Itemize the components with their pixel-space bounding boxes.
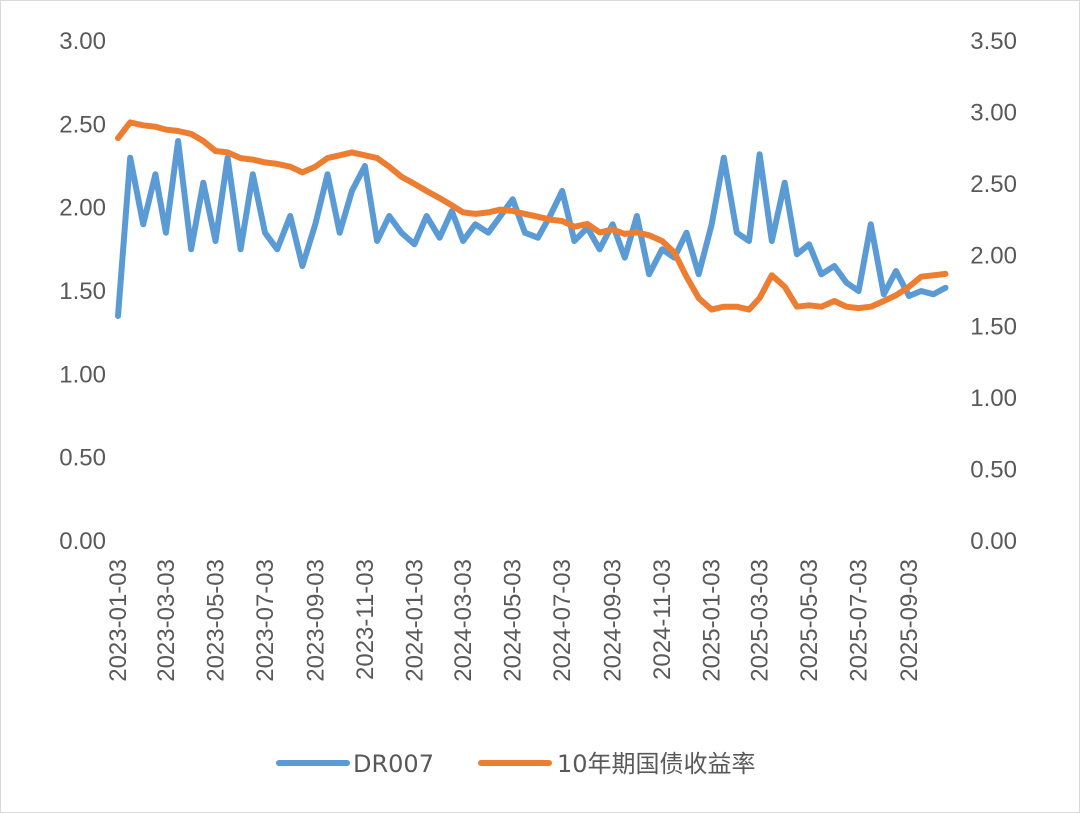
left-y-tick-label: 0.00 bbox=[59, 528, 106, 555]
x-tick-label: 2025-01-03 bbox=[699, 559, 726, 682]
x-tick-label: 2025-09-03 bbox=[896, 559, 923, 682]
right-y-tick-label: 3.50 bbox=[970, 28, 1017, 55]
x-tick-label: 2023-11-03 bbox=[352, 559, 379, 680]
right-y-tick-label: 3.00 bbox=[970, 99, 1017, 126]
x-tick-label: 2024-09-03 bbox=[600, 559, 627, 682]
x-tick-label: 2023-05-03 bbox=[202, 559, 229, 682]
left-y-tick-label: 1.50 bbox=[59, 278, 106, 305]
x-tick-label: 2024-07-03 bbox=[549, 559, 576, 682]
x-tick-label: 2024-05-03 bbox=[500, 559, 527, 682]
left-y-tick-label: 2.50 bbox=[59, 111, 106, 138]
series-line-10y-treasury-yield bbox=[115, 119, 949, 313]
x-tick-label: 2025-03-03 bbox=[747, 559, 774, 682]
x-tick-label: 2025-07-03 bbox=[846, 559, 873, 682]
left-y-tick-label: 2.00 bbox=[59, 195, 106, 222]
legend-label: DR007 bbox=[353, 750, 434, 778]
x-tick-label: 2023-07-03 bbox=[252, 559, 279, 682]
x-tick-label: 2024-01-03 bbox=[401, 559, 428, 682]
legend-label: 10年期国债收益率 bbox=[557, 750, 756, 778]
x-tick-label: 2023-01-03 bbox=[105, 559, 132, 682]
x-tick-label: 2023-03-03 bbox=[153, 559, 180, 682]
x-tick-label: 2024-03-03 bbox=[450, 559, 477, 682]
x-tick-label: 2023-09-03 bbox=[302, 559, 329, 682]
right-y-tick-label: 2.50 bbox=[970, 171, 1017, 198]
x-tick-label: 2025-05-03 bbox=[796, 559, 823, 682]
left-y-tick-label: 0.50 bbox=[59, 445, 106, 472]
right-y-tick-label: 0.00 bbox=[970, 528, 1017, 555]
right-y-tick-label: 0.50 bbox=[970, 457, 1017, 484]
x-tick-label: 2024-11-03 bbox=[649, 559, 676, 680]
left-y-tick-label: 1.00 bbox=[59, 361, 106, 388]
right-y-tick-label: 1.00 bbox=[970, 385, 1017, 412]
right-y-tick-label: 1.50 bbox=[970, 314, 1017, 341]
series-line-dr007 bbox=[115, 138, 949, 319]
left-y-tick-label: 3.00 bbox=[59, 28, 106, 55]
right-y-tick-label: 2.00 bbox=[970, 242, 1017, 269]
